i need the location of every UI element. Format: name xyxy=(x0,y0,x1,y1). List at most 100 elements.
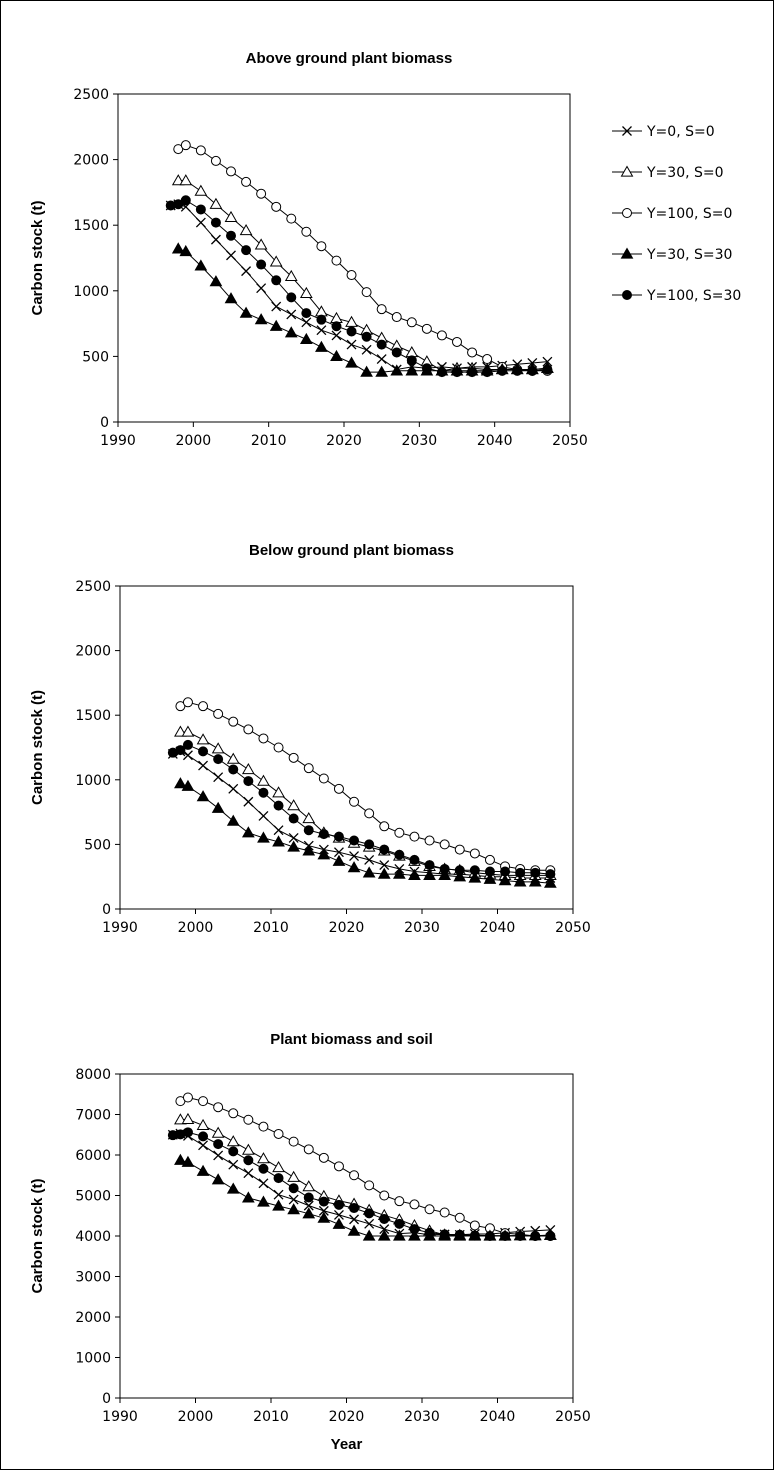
data-point xyxy=(301,317,312,328)
x-tick-label: 2000 xyxy=(176,433,212,449)
data-point xyxy=(181,725,195,737)
series-line xyxy=(170,203,548,371)
data-point xyxy=(273,742,284,753)
data-point xyxy=(467,347,478,358)
series-y-100-s-30 xyxy=(167,739,556,880)
data-point xyxy=(288,1194,299,1205)
series-y-30-s-30 xyxy=(171,242,554,377)
data-point xyxy=(181,1155,195,1167)
x-axis-label: Year xyxy=(331,1436,363,1453)
data-point xyxy=(345,356,358,368)
series-y-30-s-0 xyxy=(171,174,554,376)
data-point xyxy=(182,739,193,750)
data-point xyxy=(213,1150,224,1161)
data-point xyxy=(226,752,240,764)
y-tick-label: 8000 xyxy=(75,1067,111,1083)
data-point xyxy=(301,226,312,237)
data-point xyxy=(349,851,360,861)
data-point xyxy=(500,1231,511,1241)
legend-label: Y=100, S=30 xyxy=(646,288,741,304)
data-point xyxy=(379,860,390,871)
data-point xyxy=(182,697,193,708)
data-point xyxy=(364,1208,375,1219)
data-point xyxy=(330,349,343,362)
data-point xyxy=(287,1170,301,1182)
series-y-100-s-30 xyxy=(167,1127,556,1241)
data-point xyxy=(286,292,297,303)
legend-item: Y=30, S=30 xyxy=(612,247,732,263)
data-point xyxy=(392,1229,406,1241)
data-point xyxy=(513,875,527,887)
data-point xyxy=(271,201,282,212)
data-point xyxy=(484,854,495,865)
data-point xyxy=(301,308,312,319)
data-point xyxy=(273,800,284,811)
data-point xyxy=(376,304,387,315)
data-point xyxy=(211,1173,225,1185)
data-point xyxy=(469,865,480,876)
data-point xyxy=(198,760,209,771)
data-point xyxy=(256,188,267,199)
data-point xyxy=(361,344,372,355)
y-tick-label: 2000 xyxy=(75,644,111,660)
data-point xyxy=(527,358,538,368)
data-point xyxy=(272,786,285,798)
data-point xyxy=(349,1203,360,1214)
data-point xyxy=(377,1229,391,1241)
data-point xyxy=(331,321,342,332)
data-point xyxy=(179,244,193,257)
data-point xyxy=(239,306,253,318)
data-point xyxy=(424,1204,435,1215)
x-tick-label: 2030 xyxy=(402,433,438,449)
x-tick-label: 2000 xyxy=(178,1409,214,1425)
data-point xyxy=(452,367,462,378)
data-point xyxy=(453,870,467,882)
data-point xyxy=(181,779,195,791)
data-point xyxy=(254,238,268,250)
data-point xyxy=(527,365,538,376)
data-point xyxy=(469,1220,480,1231)
data-point xyxy=(288,752,299,763)
data-point xyxy=(213,708,224,719)
data-point xyxy=(254,313,268,325)
data-point xyxy=(243,1168,254,1179)
data-point xyxy=(213,772,224,783)
data-point xyxy=(258,1121,269,1132)
data-point xyxy=(198,701,209,712)
data-point xyxy=(226,230,236,241)
data-point xyxy=(241,1143,255,1155)
legend-marker xyxy=(622,290,632,300)
data-point xyxy=(228,1108,239,1119)
data-point xyxy=(210,217,221,228)
data-point xyxy=(439,1207,450,1218)
data-point xyxy=(542,356,553,367)
data-point xyxy=(299,286,313,299)
data-point xyxy=(424,860,435,871)
data-point xyxy=(175,745,186,756)
data-point xyxy=(405,364,419,376)
legend-item: Y=0, S=0 xyxy=(612,124,715,140)
data-point xyxy=(243,776,254,787)
data-point xyxy=(228,1146,239,1157)
data-point xyxy=(209,275,223,287)
data-point xyxy=(195,217,206,228)
data-point xyxy=(332,854,346,866)
data-point xyxy=(288,1136,299,1147)
data-point xyxy=(258,1178,269,1189)
data-point xyxy=(181,1112,195,1124)
y-tick-label: 4000 xyxy=(75,1229,111,1245)
data-point xyxy=(542,364,553,375)
data-point xyxy=(424,1227,435,1238)
data-point xyxy=(210,234,221,245)
data-point xyxy=(454,865,465,876)
x-tick-label: 2010 xyxy=(251,433,287,449)
chart-title: Above ground plant biomass xyxy=(246,50,453,67)
data-point xyxy=(226,814,240,826)
data-point xyxy=(258,733,269,744)
data-point xyxy=(273,1189,284,1200)
data-point xyxy=(213,1139,224,1150)
data-point xyxy=(198,1140,209,1151)
y-tick-label: 1000 xyxy=(75,1351,111,1367)
data-point xyxy=(179,174,193,186)
